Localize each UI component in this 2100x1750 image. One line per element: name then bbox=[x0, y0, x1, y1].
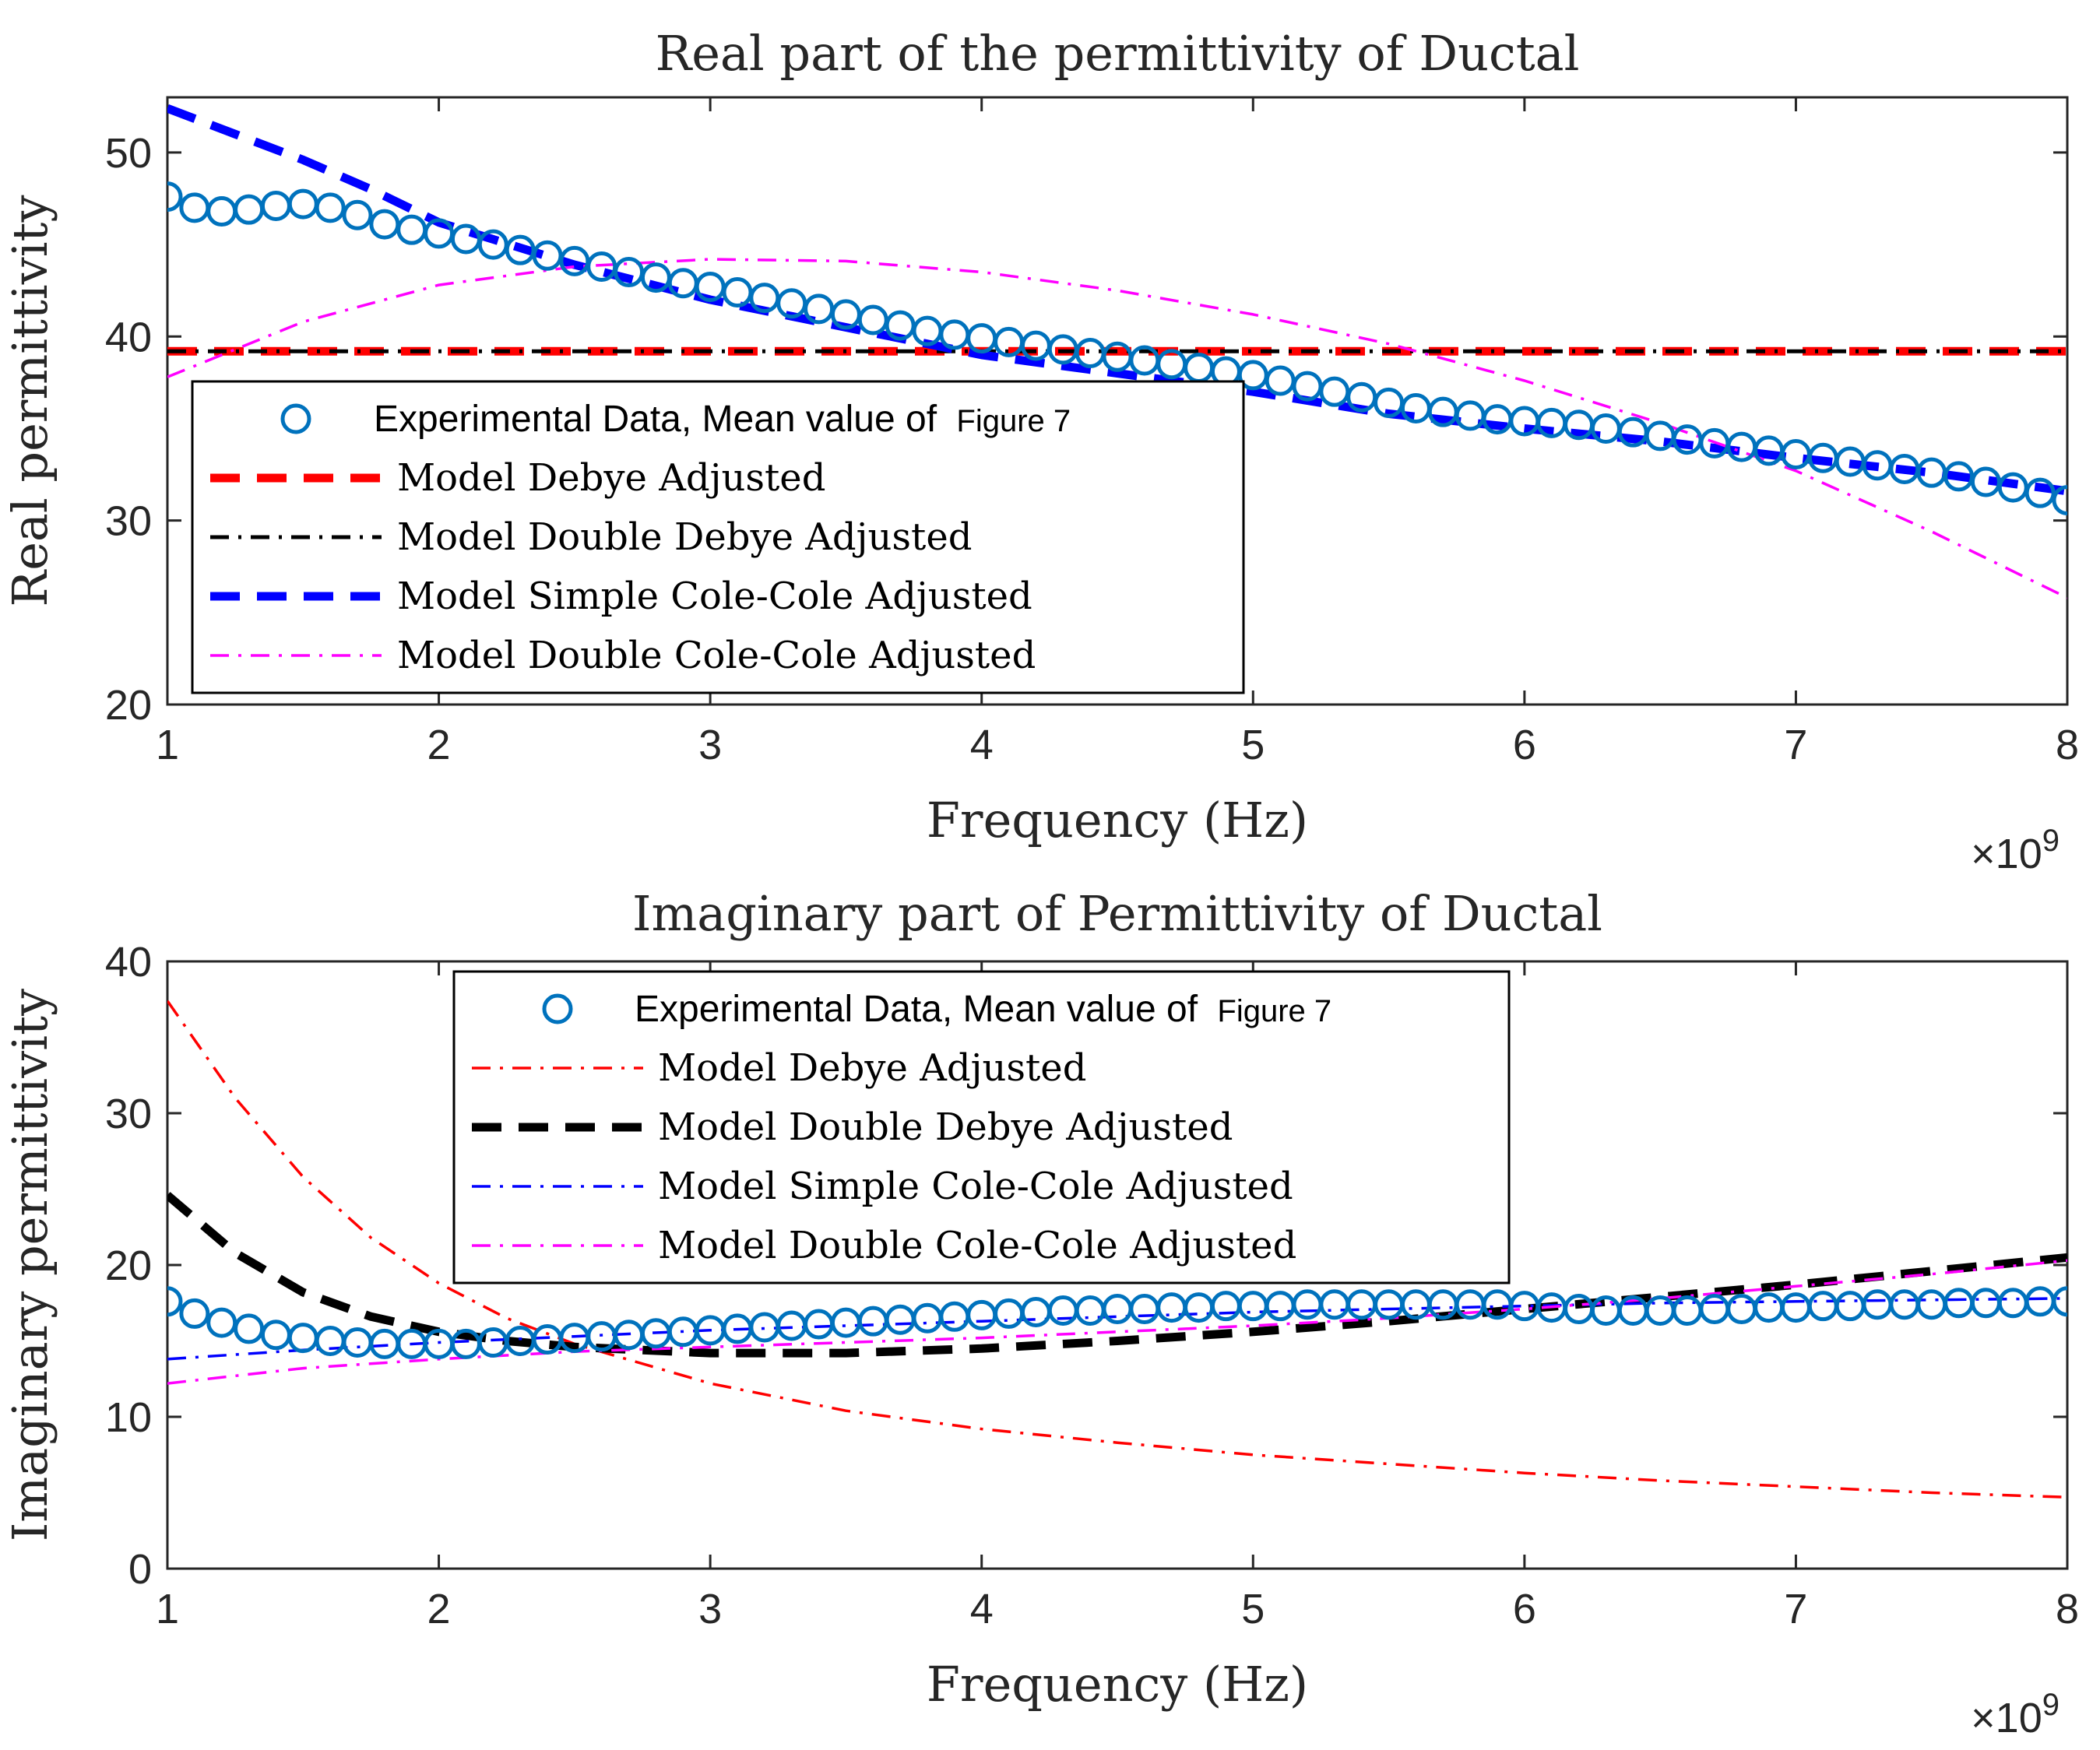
legend-item: Model Simple Cole-Cole Adjusted bbox=[472, 1165, 1293, 1208]
legend-item: Model Double Cole-Cole Adjusted bbox=[210, 634, 1036, 677]
y-tick-label: 20 bbox=[105, 1242, 152, 1289]
x-axis-label: Frequency (Hz) bbox=[927, 792, 1308, 849]
legend-box bbox=[191, 380, 1245, 694]
x-exponent-base: ×10 bbox=[1971, 1695, 2042, 1741]
x-exponent-label: ×109 bbox=[1971, 824, 2060, 877]
legend-label: Model Simple Cole-Cole Adjusted bbox=[658, 1165, 1293, 1208]
legend-item: Model Simple Cole-Cole Adjusted bbox=[210, 575, 1032, 618]
legend-marker-circle bbox=[280, 403, 311, 434]
x-exponent-base: ×10 bbox=[1971, 831, 2042, 877]
y-tick-label: 40 bbox=[105, 939, 152, 986]
chart-2: Imaginary part of Permittivity of Ductal… bbox=[2, 885, 2079, 1741]
legend-item: Experimental Data, Mean value of Figure … bbox=[542, 989, 1331, 1030]
x-exponent-label: ×109 bbox=[1971, 1688, 2060, 1741]
legend-item: Model Double Debye Adjusted bbox=[472, 1105, 1233, 1149]
x-tick-label: 8 bbox=[2056, 1586, 2079, 1632]
data-point bbox=[2052, 485, 2067, 516]
x-tick-label: 4 bbox=[970, 722, 994, 768]
x-tick-label: 3 bbox=[698, 722, 722, 768]
data-point bbox=[315, 192, 346, 223]
x-tick-label: 8 bbox=[2056, 722, 2079, 768]
legend-item: Model Debye Adjusted bbox=[472, 1046, 1086, 1090]
x-tick-label: 3 bbox=[698, 1586, 722, 1632]
series-line-model-double-debye-adjusted bbox=[167, 1192, 2067, 1358]
legend-label: Experimental Data, Mean value of Figure … bbox=[635, 989, 1331, 1030]
legend-label: Model Debye Adjusted bbox=[658, 1046, 1086, 1090]
legend-item: Model Double Debye Adjusted bbox=[210, 515, 972, 559]
x-exponent-power: 9 bbox=[2042, 824, 2060, 858]
y-axis-label: Real permittivity bbox=[2, 195, 58, 607]
legend-item: Model Debye Adjusted bbox=[210, 456, 825, 500]
chart-title: Imaginary part of Permittivity of Ductal bbox=[632, 885, 1602, 942]
y-axis-label: Imaginary permittivity bbox=[2, 989, 58, 1541]
data-point bbox=[2024, 477, 2056, 508]
legend-label: Model Double Debye Adjusted bbox=[658, 1105, 1233, 1149]
y-tick-label: 30 bbox=[105, 498, 152, 545]
legend-label-suffix: Figure 7 bbox=[956, 404, 1071, 438]
legend-label: Experimental Data, Mean value of Figure … bbox=[374, 399, 1071, 440]
y-tick-label: 20 bbox=[105, 682, 152, 729]
data-point bbox=[179, 1298, 210, 1329]
x-tick-label: 7 bbox=[1784, 722, 1807, 768]
y-tick-label: 10 bbox=[105, 1394, 152, 1441]
legend-item: Model Double Cole-Cole Adjusted bbox=[472, 1224, 1296, 1267]
legend-label: Model Double Cole-Cole Adjusted bbox=[658, 1224, 1296, 1267]
legend-label: Model Simple Cole-Cole Adjusted bbox=[397, 575, 1032, 618]
series-line-model-simple-cole-cole-adjusted bbox=[167, 104, 2067, 496]
data-point bbox=[342, 199, 373, 230]
x-tick-label: 1 bbox=[156, 1586, 179, 1632]
series-experimental-markers bbox=[167, 1286, 2067, 1359]
x-axis-label: Frequency (Hz) bbox=[927, 1656, 1308, 1713]
data-layer bbox=[167, 104, 2067, 599]
x-tick-label: 6 bbox=[1513, 1586, 1536, 1632]
legend-label-main: Experimental Data, Mean value of bbox=[374, 399, 947, 440]
data-point bbox=[167, 181, 183, 213]
x-tick-label: 2 bbox=[427, 1586, 451, 1632]
y-tick-label: 50 bbox=[105, 130, 152, 177]
y-tick-label: 30 bbox=[105, 1091, 152, 1137]
chart-1: Real part of the permittivity of Ductal 1… bbox=[2, 25, 2079, 877]
legend-marker-circle bbox=[542, 993, 573, 1024]
y-tick-label: 0 bbox=[128, 1546, 152, 1593]
series-experimental-markers bbox=[167, 181, 2067, 516]
legend: Experimental Data, Mean value of Figure … bbox=[191, 380, 1245, 694]
x-tick-label: 4 bbox=[970, 1586, 994, 1632]
series-line-model-double-cole-cole-adjusted bbox=[167, 1259, 2067, 1385]
series-line-model-debye-adjusted bbox=[167, 1000, 2067, 1499]
legend-label-suffix: Figure 7 bbox=[1217, 994, 1331, 1028]
x-tick-label: 1 bbox=[156, 722, 179, 768]
y-tick-label: 40 bbox=[105, 314, 152, 360]
legend: Experimental Data, Mean value of Figure … bbox=[452, 970, 1511, 1284]
data-point bbox=[2052, 1286, 2067, 1317]
chart-title: Real part of the permittivity of Ductal bbox=[656, 25, 1580, 82]
x-tick-label: 5 bbox=[1241, 1586, 1265, 1632]
data-point bbox=[167, 1286, 183, 1317]
x-tick-label: 5 bbox=[1241, 722, 1265, 768]
x-tick-label: 2 bbox=[427, 722, 451, 768]
legend-label: Model Double Cole-Cole Adjusted bbox=[397, 634, 1036, 677]
data-layer bbox=[167, 1000, 2067, 1499]
legend-label: Model Debye Adjusted bbox=[397, 456, 825, 500]
legend-label: Model Double Debye Adjusted bbox=[397, 515, 972, 559]
x-tick-label: 6 bbox=[1513, 722, 1536, 768]
legend-item: Experimental Data, Mean value of Figure … bbox=[280, 399, 1071, 440]
x-exponent-power: 9 bbox=[2042, 1688, 2060, 1722]
legend-label-main: Experimental Data, Mean value of bbox=[635, 989, 1208, 1030]
x-tick-label: 7 bbox=[1784, 1586, 1807, 1632]
